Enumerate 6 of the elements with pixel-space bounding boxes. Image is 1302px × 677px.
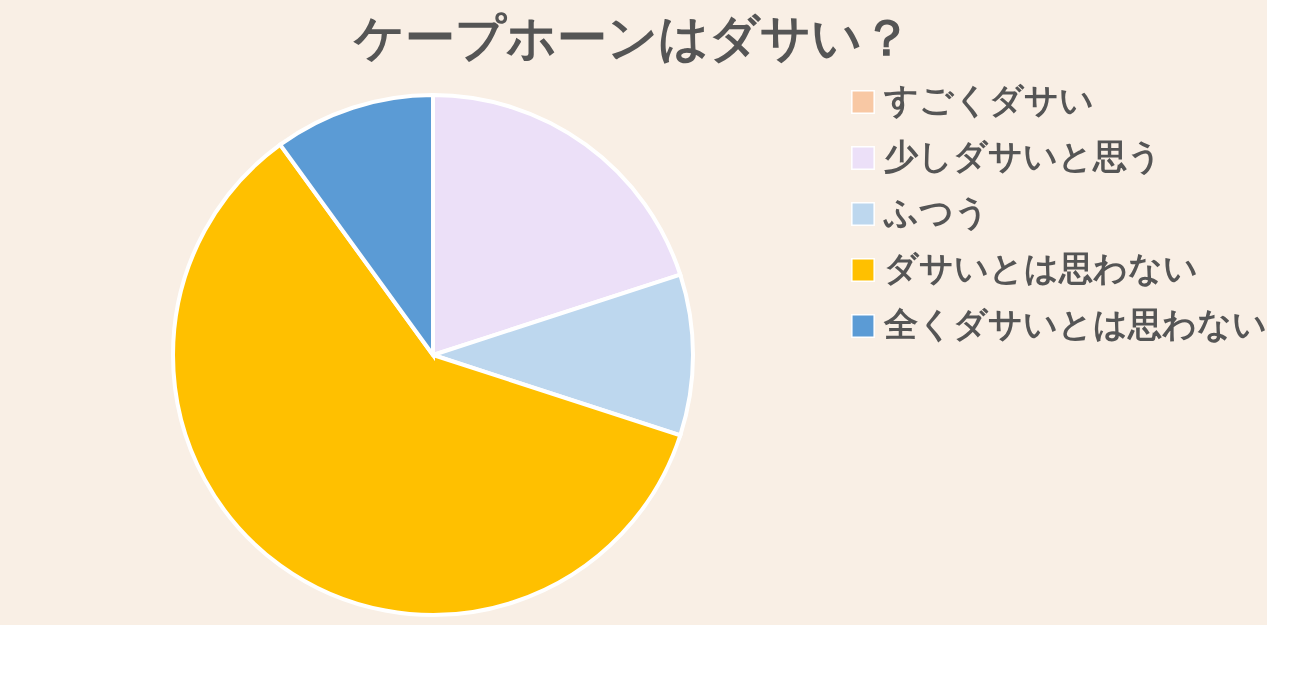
legend-label: ダサいとは思わない: [884, 248, 1198, 288]
legend-label: 全くダサいとは思わない: [883, 304, 1267, 344]
legend-label: 少しダサいと思う: [884, 136, 1162, 176]
legend-label: ふつう: [883, 192, 989, 232]
legend-label: すごくダサい: [883, 80, 1094, 120]
chart-title: ケープホーンはダサい？: [353, 9, 912, 67]
